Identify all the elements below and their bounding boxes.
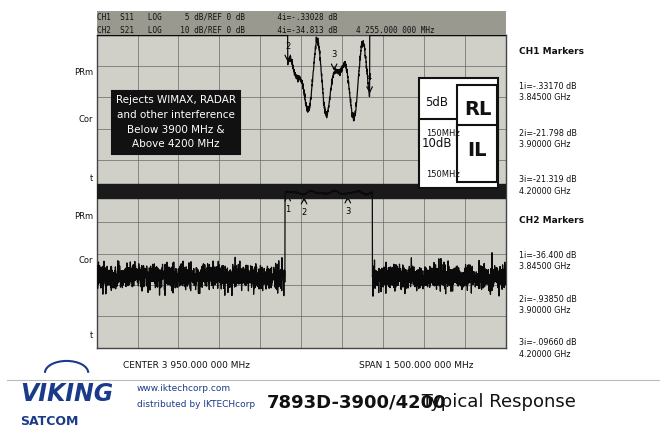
Text: 3i=-.09660 dB
4.20000 GHz: 3i=-.09660 dB 4.20000 GHz	[519, 338, 577, 359]
Text: SPAN 1 500.000 000 MHz: SPAN 1 500.000 000 MHz	[359, 361, 474, 370]
Bar	[457, 125, 497, 182]
Text: IL: IL	[468, 141, 488, 160]
Text: t: t	[90, 174, 93, 183]
Text: 3: 3	[332, 51, 337, 60]
Text: 1i=-36.400 dB
3.84500 GHz: 1i=-36.400 dB 3.84500 GHz	[519, 251, 577, 271]
Text: 150MHz: 150MHz	[426, 129, 460, 138]
Text: CENTER 3 950.000 000 MHz: CENTER 3 950.000 000 MHz	[123, 361, 250, 370]
Text: Cor: Cor	[79, 114, 93, 124]
Text: www.iktechcorp.com: www.iktechcorp.com	[137, 384, 230, 394]
Text: 1i=-.33170 dB
3.84500 GHz: 1i=-.33170 dB 3.84500 GHz	[519, 82, 577, 102]
Text: 1: 1	[270, 13, 275, 22]
Text: VIKING: VIKING	[20, 382, 113, 407]
Bar	[457, 85, 497, 141]
Text: 2: 2	[302, 208, 307, 217]
Text: 2: 2	[285, 41, 290, 51]
Text: 2i=-21.798 dB
3.90000 GHz: 2i=-21.798 dB 3.90000 GHz	[519, 129, 577, 149]
Text: PRm: PRm	[74, 68, 93, 76]
Text: 4: 4	[367, 73, 372, 82]
Text: 3i=-21.319 dB
4.20000 GHz: 3i=-21.319 dB 4.20000 GHz	[519, 175, 577, 196]
Text: 10dB: 10dB	[422, 137, 452, 150]
Text: 1: 1	[285, 206, 290, 214]
Text: 3: 3	[345, 207, 350, 216]
Text: Cor: Cor	[79, 256, 93, 264]
Text: RL: RL	[464, 100, 492, 119]
Text: SATCOM: SATCOM	[20, 415, 79, 428]
Text: CH2  S21   LOG    10 dB/REF 0 dB       4i=-34.813 dB    4 255.000 000 MHz: CH2 S21 LOG 10 dB/REF 0 dB 4i=-34.813 dB…	[97, 26, 434, 35]
Text: CH1  S11   LOG     5 dB/REF 0 dB       4i=-.33028 dB: CH1 S11 LOG 5 dB/REF 0 dB 4i=-.33028 dB	[97, 13, 337, 22]
Bar	[419, 119, 498, 188]
Text: CH1 Markers: CH1 Markers	[519, 47, 585, 56]
Text: 150MHz: 150MHz	[426, 170, 460, 179]
Text: 2i=-.93850 dB
3.90000 GHz: 2i=-.93850 dB 3.90000 GHz	[519, 295, 577, 315]
Bar	[97, 184, 506, 198]
Text: CH2 Markers: CH2 Markers	[519, 216, 585, 225]
Text: 7893D-3900/4200: 7893D-3900/4200	[266, 393, 446, 411]
Text: PRm: PRm	[74, 212, 93, 221]
Text: Typical Response: Typical Response	[416, 393, 576, 411]
Text: 5dB: 5dB	[425, 96, 448, 109]
Text: t: t	[90, 331, 93, 340]
Text: Rejects WIMAX, RADAR
and other interference
Below 3900 MHz &
Above 4200 MHz: Rejects WIMAX, RADAR and other interfere…	[116, 95, 236, 149]
Text: distributed by IKTECHcorp: distributed by IKTECHcorp	[137, 400, 254, 410]
Bar	[419, 79, 498, 147]
